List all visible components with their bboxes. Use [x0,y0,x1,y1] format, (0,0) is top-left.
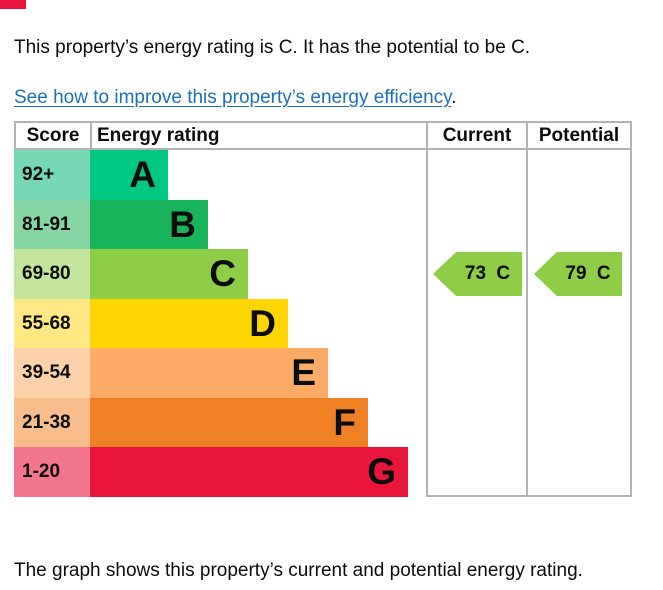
band-row-c: 69-80 C [14,249,426,299]
epc-rating-graph: Score Energy rating Current Potential 92… [14,121,632,497]
band-score-range-e: 39-54 [14,348,90,398]
current-rating-arrow: 73 C [433,252,522,296]
band-score-range-d: 55-68 [14,298,90,348]
band-score-range-b: 81-91 [14,199,90,249]
energy-rating-summary-text: This property’s energy rating is C. It h… [14,37,531,58]
band-bar-b: B [90,199,208,249]
band-row-d: 55-68 D [14,298,426,348]
band-row-a: 92+ A [14,150,426,200]
band-score-range-g: 1-20 [14,447,90,497]
band-bar-f: F [90,397,368,447]
band-bar-g: G [90,447,408,497]
band-row-g: 1-20 G [14,447,426,497]
current-rating-column: 73 C [426,150,526,497]
band-bar-d: D [90,298,288,348]
band-row-f: 21-38 F [14,397,426,447]
corner-marker [0,0,26,9]
header-energy-rating: Energy rating [90,123,426,148]
band-row-b: 81-91 B [14,199,426,249]
graph-caption-text: The graph shows this property’s current … [14,560,583,581]
improve-link-line: See how to improve this property’s energ… [14,85,457,110]
band-score-range-c: 69-80 [14,249,90,299]
band-bar-c: C [90,249,248,299]
header-score: Score [14,123,90,148]
band-bar-e: E [90,348,328,398]
improve-efficiency-link[interactable]: See how to improve this property’s energ… [14,87,452,108]
header-potential: Potential [526,123,632,148]
potential-rating-arrow: 79 C [534,252,622,296]
potential-rating-column: 79 C [526,150,632,497]
band-rows: 92+ A 81-91 B 69-80 C 55-68 D 39-54 E 21-38 F 1-20 G [14,150,426,497]
epc-table-header: Score Energy rating Current Potential [14,121,632,150]
link-period: . [451,87,457,108]
band-score-range-a: 92+ [14,150,90,200]
band-row-e: 39-54 E [14,348,426,398]
band-bar-a: A [90,150,168,200]
header-current: Current [426,123,526,148]
band-score-range-f: 21-38 [14,397,90,447]
